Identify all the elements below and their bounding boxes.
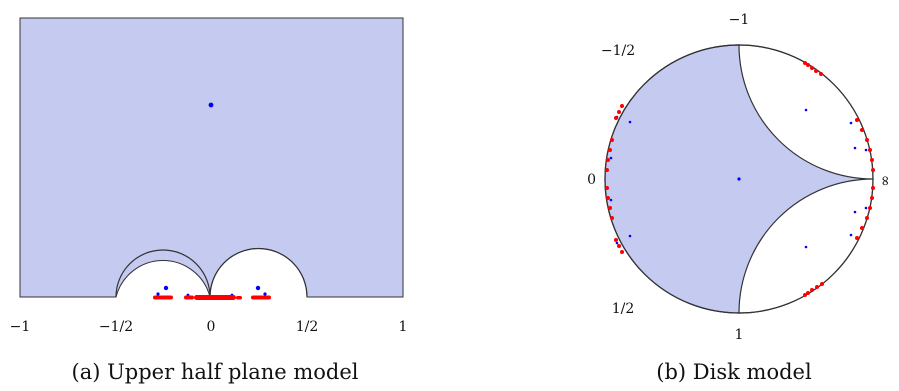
red-point xyxy=(865,138,869,142)
disk-label-top: −1 xyxy=(729,12,750,28)
red-point xyxy=(860,128,864,132)
red-point xyxy=(614,238,618,242)
interior-point xyxy=(208,102,214,108)
red-point xyxy=(606,196,610,200)
red-point xyxy=(617,110,621,114)
fundamental-domain-region xyxy=(19,17,404,298)
red-point xyxy=(868,148,872,152)
blue-point xyxy=(609,156,613,160)
red-point xyxy=(620,250,624,254)
red-point xyxy=(608,206,612,210)
red-point xyxy=(810,66,814,70)
blue-point xyxy=(163,285,169,291)
red-cluster-right xyxy=(251,295,271,300)
tick-label-half: 1/2 xyxy=(296,319,319,335)
blue-point xyxy=(628,234,632,238)
red-point xyxy=(855,236,859,240)
red-point xyxy=(614,116,618,120)
blue-points-near-cusps xyxy=(156,285,267,297)
red-cluster-left xyxy=(153,295,173,300)
blue-point xyxy=(849,233,853,237)
disk-label-lower-left: 1/2 xyxy=(612,301,635,317)
blue-point xyxy=(864,148,868,152)
blue-point xyxy=(263,292,267,296)
red-point xyxy=(871,168,875,172)
tick-label-1: 1 xyxy=(399,319,408,335)
blue-point xyxy=(255,285,261,291)
red-point xyxy=(810,288,814,292)
tick-label-zero: 0 xyxy=(207,319,216,335)
red-point xyxy=(606,158,610,162)
disk-blue-points xyxy=(609,108,868,249)
red-point xyxy=(610,216,614,220)
caption-b: (b) Disk model xyxy=(656,360,812,384)
blue-point xyxy=(156,292,160,296)
red-cluster-center xyxy=(194,295,236,300)
red-point xyxy=(617,244,621,248)
disk-label-left: 0 xyxy=(587,172,596,188)
red-point xyxy=(803,61,807,65)
red-cusp-clusters xyxy=(153,295,271,300)
red-point xyxy=(868,206,872,210)
disk-red-cusp-clusters xyxy=(605,61,875,297)
red-point xyxy=(803,293,807,297)
geodesic-arc-left xyxy=(115,249,211,298)
upper-half-plane-panel: −1 −1/2 0 1/2 1 (a) Upper half plane mod… xyxy=(10,17,408,384)
red-point xyxy=(605,168,609,172)
red-point xyxy=(806,63,810,67)
blue-point xyxy=(849,121,853,125)
blue-point xyxy=(628,120,632,124)
red-point xyxy=(819,72,823,76)
tick-label-neg-1: −1 xyxy=(10,319,31,335)
red-point xyxy=(870,158,874,162)
red-point xyxy=(605,186,609,190)
geodesic-arc-right xyxy=(209,247,308,298)
blue-point xyxy=(853,146,857,150)
blue-point xyxy=(609,198,613,202)
disk-label-upper-left: −1/2 xyxy=(601,43,635,59)
red-point xyxy=(608,148,612,152)
red-point xyxy=(610,138,614,142)
red-point xyxy=(855,118,859,122)
red-point xyxy=(820,282,824,286)
blue-point xyxy=(864,206,868,210)
red-point xyxy=(860,226,864,230)
red-point xyxy=(806,291,810,295)
red-point xyxy=(865,216,869,220)
blue-point xyxy=(615,241,619,245)
disk-interior-point xyxy=(737,177,741,181)
blue-point xyxy=(853,210,857,214)
red-cluster-right-center xyxy=(236,296,242,300)
disk-model-panel: −1 −1/2 0 ∞ 1/2 1 (b) Disk model xyxy=(587,12,893,384)
red-point xyxy=(871,186,875,190)
caption-a: (a) Upper half plane model xyxy=(72,360,359,384)
red-point xyxy=(620,104,624,108)
disk-label-bottom: 1 xyxy=(735,327,744,343)
disk-label-right: ∞ xyxy=(877,175,893,187)
red-point xyxy=(815,285,819,289)
tick-label-neg-half: −1/2 xyxy=(99,319,133,335)
disk-outline xyxy=(604,44,874,314)
red-point xyxy=(870,196,874,200)
red-point xyxy=(814,69,818,73)
blue-point xyxy=(804,245,808,249)
blue-point xyxy=(804,108,808,112)
red-cluster-left-center xyxy=(184,295,194,300)
